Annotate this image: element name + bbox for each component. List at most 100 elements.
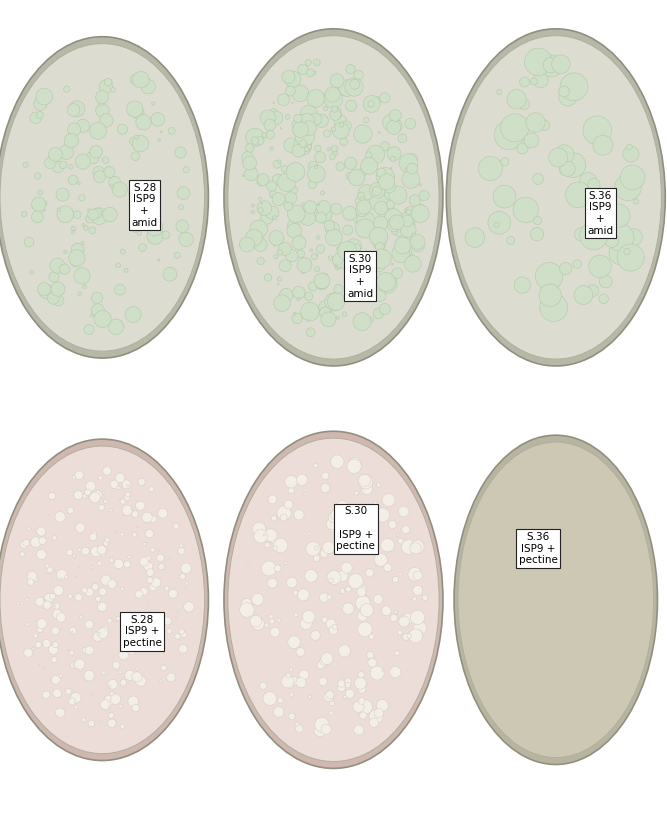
Point xyxy=(241,598,252,611)
Point xyxy=(326,575,337,588)
Point xyxy=(589,178,600,191)
Point xyxy=(84,585,95,598)
Point xyxy=(48,292,59,305)
Point xyxy=(42,288,53,301)
Point xyxy=(408,612,419,625)
Point xyxy=(348,80,359,93)
Point xyxy=(470,231,480,244)
Point xyxy=(408,258,418,271)
Point xyxy=(362,521,372,534)
Point xyxy=(133,610,143,623)
Point xyxy=(252,593,263,606)
Point xyxy=(97,585,108,598)
Point xyxy=(346,540,356,553)
Point xyxy=(317,276,327,289)
Point xyxy=(68,222,79,235)
Point xyxy=(401,630,412,643)
Point xyxy=(244,141,255,154)
Point xyxy=(322,127,333,140)
Point xyxy=(517,142,528,155)
Point xyxy=(65,504,76,517)
Point xyxy=(364,471,375,484)
Point xyxy=(267,615,277,628)
Point xyxy=(77,155,88,168)
Point xyxy=(171,520,181,533)
Point xyxy=(378,664,388,677)
Point xyxy=(402,214,412,227)
Point xyxy=(305,114,316,127)
Point xyxy=(295,118,305,131)
Point xyxy=(69,550,79,563)
Text: S.30

ISP9 +
pectine: S.30 ISP9 + pectine xyxy=(336,506,375,551)
Point xyxy=(315,724,325,737)
Point xyxy=(303,611,314,624)
Point xyxy=(294,119,305,132)
Point xyxy=(328,231,339,244)
Point xyxy=(154,133,165,146)
Point xyxy=(71,571,81,584)
Point xyxy=(107,688,117,701)
Point xyxy=(344,169,355,182)
Point xyxy=(65,160,76,173)
Point xyxy=(86,561,97,574)
Point xyxy=(329,88,340,101)
Point xyxy=(181,562,191,575)
Point xyxy=(329,142,340,155)
Point xyxy=(295,87,305,100)
Point xyxy=(386,162,396,175)
Point xyxy=(316,114,327,127)
Point xyxy=(374,272,384,285)
Point xyxy=(595,260,606,273)
Point xyxy=(319,591,329,604)
Point xyxy=(274,155,285,168)
Point xyxy=(249,231,259,244)
Point xyxy=(333,104,344,117)
Point xyxy=(130,224,141,237)
Point xyxy=(282,675,293,688)
Point xyxy=(393,236,404,249)
Point xyxy=(88,208,99,221)
Point xyxy=(291,608,301,621)
Point xyxy=(43,566,54,579)
Point xyxy=(129,528,140,541)
Point xyxy=(72,208,83,221)
Point xyxy=(295,123,306,136)
Ellipse shape xyxy=(450,36,662,359)
Point xyxy=(506,234,516,247)
Point xyxy=(97,207,108,220)
Point xyxy=(178,187,189,200)
Point xyxy=(359,512,370,525)
Point xyxy=(364,159,374,172)
Point xyxy=(546,59,557,72)
Point xyxy=(382,176,392,189)
Point xyxy=(361,185,372,198)
Text: S.30
ISP9
+
amid: S.30 ISP9 + amid xyxy=(347,254,374,298)
Point xyxy=(111,658,121,671)
Point xyxy=(598,293,609,306)
Point xyxy=(178,628,189,641)
Point xyxy=(113,259,123,272)
Point xyxy=(149,221,160,234)
Point xyxy=(280,259,291,272)
Point xyxy=(485,162,496,175)
Point xyxy=(504,128,514,141)
Point xyxy=(181,163,191,176)
Point xyxy=(71,102,82,115)
Point xyxy=(244,157,255,170)
Point xyxy=(412,235,423,248)
Point xyxy=(354,195,365,208)
Point xyxy=(131,663,142,676)
Point xyxy=(499,190,510,203)
Point xyxy=(351,486,362,499)
Point xyxy=(108,715,119,728)
Point xyxy=(317,718,327,731)
Point xyxy=(177,220,187,233)
Point xyxy=(241,603,252,616)
Point xyxy=(242,151,253,164)
Point xyxy=(111,525,121,538)
Point xyxy=(69,659,79,672)
Point xyxy=(366,98,377,111)
Ellipse shape xyxy=(228,36,439,359)
Point xyxy=(407,153,418,166)
Point xyxy=(356,585,367,598)
